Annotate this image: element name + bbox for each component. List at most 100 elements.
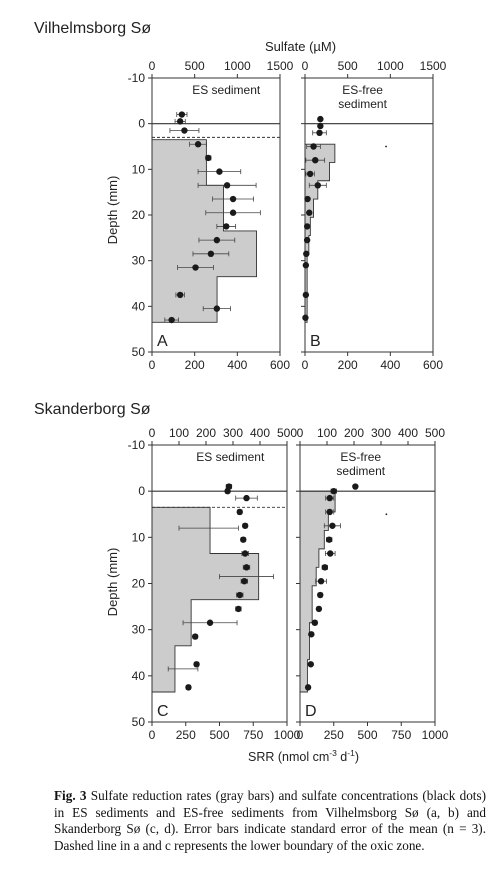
sulfate-tick-label: 300 xyxy=(223,426,243,440)
srr-axis-label-sup1: -3 xyxy=(329,748,337,758)
y-tick-label: 30 xyxy=(132,623,146,637)
y-tick-label: 50 xyxy=(132,715,146,729)
sulfate-point xyxy=(314,182,321,189)
sulfate-point xyxy=(385,145,387,148)
sulfate-tick-label: 500 xyxy=(185,59,205,73)
y-tick-label: 50 xyxy=(132,345,146,359)
sulfate-point xyxy=(312,157,319,164)
figure-caption: Fig. 3 Sulfate reduction rates (gray bar… xyxy=(54,788,486,854)
sulfate-tick-label: 0 xyxy=(297,426,304,440)
sulfate-point xyxy=(302,291,310,299)
panel-title: sediment xyxy=(338,97,387,111)
sulfate-point xyxy=(241,550,249,557)
sulfate-point xyxy=(229,195,237,203)
y-tick-label: 0 xyxy=(138,484,145,498)
srr-tick-label: 400 xyxy=(380,358,400,372)
srr-axis-label: SRR (nmol cm-3 d-1) xyxy=(248,748,359,764)
y-tick-label: 40 xyxy=(132,299,146,313)
sulfate-tick-label: 100 xyxy=(317,426,337,440)
sulfate-tick-label: 300 xyxy=(371,426,391,440)
sulfate-point xyxy=(327,550,334,557)
sulfate-point xyxy=(310,143,317,150)
srr-tick-label: 0 xyxy=(149,728,156,742)
bottom-section-title: Skanderborg Sø xyxy=(34,401,151,418)
sulfate-tick-label: 1000 xyxy=(377,59,404,73)
sulfate-tick-label: 0 xyxy=(302,59,309,73)
sulfate-point xyxy=(321,564,329,571)
sulfate-point xyxy=(205,154,212,162)
panel-title: ES-free xyxy=(342,83,383,97)
panel-letter: C xyxy=(157,703,169,720)
srr-axis-label-sup2: -1 xyxy=(347,748,355,758)
sulfate-point xyxy=(176,291,184,299)
sulfate-point xyxy=(304,684,312,691)
sulfate-point xyxy=(316,129,323,136)
srr-step-area xyxy=(151,139,257,323)
srr-axis-label-end: ) xyxy=(355,750,359,764)
sulfate-point xyxy=(216,168,223,175)
panel-d: 0 250 500 750 1000 0 100 200 300 400 500 ES-freesed… xyxy=(296,426,449,742)
sulfate-point xyxy=(317,122,324,130)
figure-canvas: Vilhelmsborg Sø Sulfate (µM) Skanderborg… xyxy=(34,20,449,764)
srr-tick-label: 1000 xyxy=(274,728,301,742)
panel-title: sediment xyxy=(336,464,385,478)
sulfate-point xyxy=(326,494,333,502)
sulfate-point xyxy=(193,661,200,668)
y-tick-label: -10 xyxy=(128,71,146,85)
sulfate-point xyxy=(352,483,359,490)
srr-tick-label: 250 xyxy=(324,728,344,742)
sulfate-tick-label: 1500 xyxy=(420,59,447,73)
y-tick-label: 40 xyxy=(132,669,146,683)
plot-frame xyxy=(304,77,434,353)
y-tick-label: 10 xyxy=(132,162,146,176)
sulfate-point xyxy=(317,115,324,123)
top-sulfate-axis-label: Sulfate (µM) xyxy=(265,39,336,54)
sulfate-point xyxy=(306,209,313,216)
y-tick-label: 20 xyxy=(132,208,146,222)
sulfate-point xyxy=(178,111,186,118)
sulfate-point xyxy=(185,684,192,691)
sulfate-point xyxy=(308,631,315,638)
sulfate-point xyxy=(303,236,311,244)
sulfate-tick-label: 200 xyxy=(344,426,364,440)
srr-tick-label: 1000 xyxy=(422,728,449,742)
panel-letter: B xyxy=(310,333,321,350)
sulfate-point xyxy=(223,223,230,230)
sulfate-point xyxy=(317,591,324,599)
srr-tick-label: 500 xyxy=(357,728,377,742)
sulfate-point xyxy=(213,236,221,244)
sulfate-point xyxy=(181,127,188,134)
sulfate-point xyxy=(206,619,214,626)
panel-title: ES-free xyxy=(340,450,381,464)
sulfate-point xyxy=(192,264,199,271)
sulfate-tick-label: 1000 xyxy=(224,59,251,73)
sulfate-point xyxy=(329,522,336,529)
sulfate-point xyxy=(243,564,250,571)
sulfate-tick-label: 500 xyxy=(277,426,297,440)
srr-step-area xyxy=(304,143,336,323)
srr-tick-label: 600 xyxy=(423,358,443,372)
panel-title: ES sediment xyxy=(192,83,261,97)
srr-tick-label: 750 xyxy=(243,728,263,742)
sulfate-point xyxy=(302,314,309,321)
sulfate-tick-label: 0 xyxy=(149,426,156,440)
sulfate-tick-label: 500 xyxy=(338,59,358,73)
sulfate-tick-label: 400 xyxy=(250,426,270,440)
sulfate-point xyxy=(303,250,310,258)
caption-text: Sulfate reduction rates (gray bars) and … xyxy=(54,788,486,853)
srr-tick-label: 200 xyxy=(185,358,205,372)
srr-step-area xyxy=(151,506,260,693)
sulfate-tick-label: 100 xyxy=(169,426,189,440)
sulfate-point xyxy=(307,661,314,668)
sulfate-point xyxy=(235,605,242,613)
sulfate-point xyxy=(243,494,250,502)
sulfate-point xyxy=(236,508,243,516)
sulfate-point xyxy=(315,605,323,613)
y-axis-label-bottom: Depth (mm) xyxy=(105,548,120,617)
sulfate-point xyxy=(207,250,215,258)
sulfate-point xyxy=(303,223,311,230)
srr-tick-label: 0 xyxy=(149,358,156,372)
